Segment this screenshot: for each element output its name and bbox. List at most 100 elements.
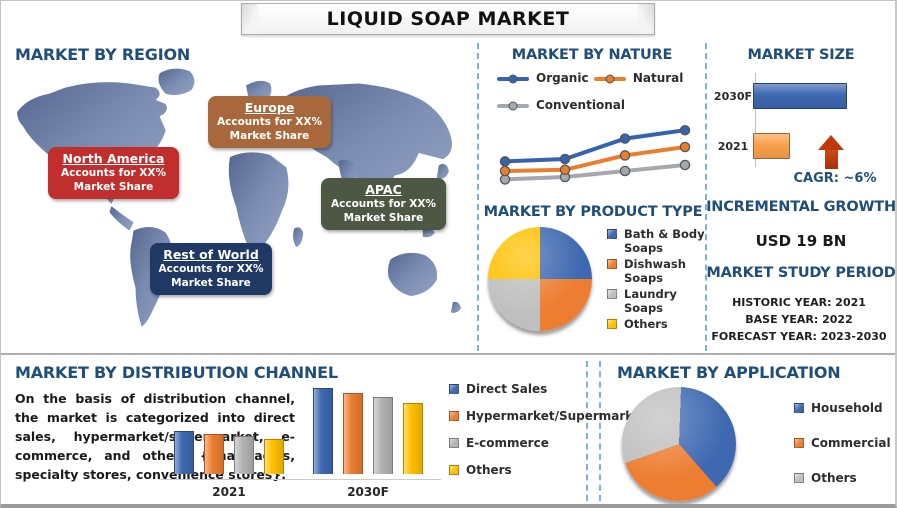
legend-label: Natural xyxy=(632,71,684,85)
bar-e-commerce xyxy=(234,436,254,474)
data-point xyxy=(559,153,571,165)
callout-apac: APAC Accounts for XX% Market Share xyxy=(321,178,446,231)
legend-marker xyxy=(794,438,804,448)
growth-arrow-icon xyxy=(818,135,844,169)
legend-label: Laundry Soaps xyxy=(624,287,677,315)
bar-e-commerce xyxy=(373,397,393,474)
callout-title: Europe xyxy=(244,100,295,115)
vertical-dashed-divider xyxy=(586,361,588,501)
vertical-dashed-divider xyxy=(477,43,479,351)
region-heading: MARKET BY REGION xyxy=(15,45,191,64)
market-size-row-2030f: 2030F xyxy=(713,83,847,109)
legend-label: Hypermarket/Supermarket xyxy=(466,409,647,423)
legend-marker-dot xyxy=(508,74,518,84)
legend-marker xyxy=(607,259,617,269)
legend-label: Others xyxy=(811,471,857,485)
distribution-heading: MARKET BY DISTRIBUTION CHANNEL xyxy=(15,363,338,382)
legend-item: Natural xyxy=(593,71,703,85)
product-type-pie-chart xyxy=(488,227,592,331)
bar-hypermarket-supermarket xyxy=(343,393,363,474)
market-size-bar-2021 xyxy=(753,133,790,159)
arrow-shaft xyxy=(824,150,838,169)
legend-marker xyxy=(607,319,617,329)
distribution-legend: Direct Sales Hypermarket/Supermarket E-com… xyxy=(449,382,647,490)
application-pie-chart xyxy=(622,387,736,501)
arrow-head xyxy=(818,135,844,150)
title-banner: LIQUID SOAP MARKET xyxy=(241,3,655,35)
legend-label: Organic xyxy=(536,71,589,85)
cagr-label: CAGR: ~6% xyxy=(793,171,877,186)
horizontal-divider xyxy=(1,353,895,355)
legend-item: Others xyxy=(449,463,591,477)
market-size-row-2021: 2021 xyxy=(713,133,790,159)
legend-label: E-commerce xyxy=(466,436,549,450)
data-point xyxy=(499,165,511,177)
legend-item: Hypermarket/Supermarket xyxy=(449,409,647,423)
line-series-conventional xyxy=(503,163,687,182)
bar-others xyxy=(264,439,284,474)
vertical-dashed-divider xyxy=(705,43,707,351)
nature-heading: MARKET BY NATURE xyxy=(511,47,673,63)
callout-share-line: Accounts for XX% xyxy=(217,116,322,128)
incremental-growth-value: USD 19 BN xyxy=(755,232,847,250)
distribution-paragraph: On the basis of distribution channel, th… xyxy=(15,391,295,482)
legend-marker xyxy=(497,101,529,111)
legend-item: Laundry Soaps xyxy=(607,287,705,315)
callout-share-line: Accounts for XX% xyxy=(158,263,264,275)
legend-item: Household xyxy=(794,401,894,415)
legend-marker xyxy=(607,229,617,239)
callout-title: North America xyxy=(62,151,165,166)
bar-category-label: 2021 xyxy=(717,139,749,153)
legend-item: Others xyxy=(794,471,894,485)
bar-others xyxy=(403,403,423,474)
legend-item: Direct Sales xyxy=(449,382,591,396)
legend-marker xyxy=(449,384,459,394)
data-point xyxy=(499,156,511,167)
data-point xyxy=(619,150,631,161)
legend-marker xyxy=(593,74,626,84)
legend-label: Commercial xyxy=(811,436,891,450)
study-period-heading: MARKET STUDY PERIOD xyxy=(706,265,896,281)
data-point xyxy=(619,133,631,144)
legend-label: Conventional xyxy=(536,98,625,112)
bar-group-label: 2030F xyxy=(347,485,389,499)
market-size-bar-2030f xyxy=(753,83,847,109)
market-size-axis xyxy=(755,73,756,167)
application-legend: Household Commercial Others xyxy=(794,401,894,504)
legend-label: Direct Sales xyxy=(466,382,548,396)
legend-marker xyxy=(794,403,804,413)
data-point xyxy=(619,165,631,177)
legend-item: Bath & Body Soaps xyxy=(607,227,705,255)
nature-legend: Organic Natural Conventional xyxy=(497,71,703,112)
distribution-bar-group-2030f xyxy=(313,388,423,474)
bar-category-label: 2030F xyxy=(713,89,753,103)
data-point xyxy=(559,164,571,176)
legend-marker-dot xyxy=(508,101,518,111)
callout-rest-of-world: Rest of World Accounts for XX% Market Sh… xyxy=(150,243,272,296)
historic-year: HISTORIC YEAR: 2021 xyxy=(732,296,866,309)
line-series-natural xyxy=(503,145,687,173)
legend-marker xyxy=(607,289,617,299)
data-point xyxy=(679,141,691,153)
application-heading: MARKET BY APPLICATION xyxy=(617,363,841,382)
callout-share-line: Market Share xyxy=(229,130,310,143)
forecast-year: FORECAST YEAR: 2023-2030 xyxy=(711,330,887,343)
callout-share-line: Market Share xyxy=(171,277,251,290)
line-series-organic xyxy=(503,128,687,164)
legend-label: Others xyxy=(624,317,668,331)
legend-label: Others xyxy=(466,463,512,477)
product-type-heading: MARKET BY PRODUCT TYPE xyxy=(483,204,703,220)
callout-europe: Europe Accounts for XX% Market Share xyxy=(208,96,331,149)
callout-title: Rest of World xyxy=(163,247,259,262)
legend-item: Others xyxy=(607,317,705,331)
legend-label: Household xyxy=(811,401,883,415)
callout-share-line: Market Share xyxy=(73,181,154,194)
incremental-growth-heading: INCREMENTAL GROWTH xyxy=(706,199,896,215)
legend-marker xyxy=(449,438,459,448)
product-type-legend: Bath & Body Soaps Dishwash Soaps Laundry S… xyxy=(607,227,705,331)
vertical-dashed-divider xyxy=(599,361,601,501)
legend-marker xyxy=(497,74,529,84)
legend-label: Dishwash Soaps xyxy=(624,257,686,285)
callout-share-line: Market Share xyxy=(343,212,424,225)
